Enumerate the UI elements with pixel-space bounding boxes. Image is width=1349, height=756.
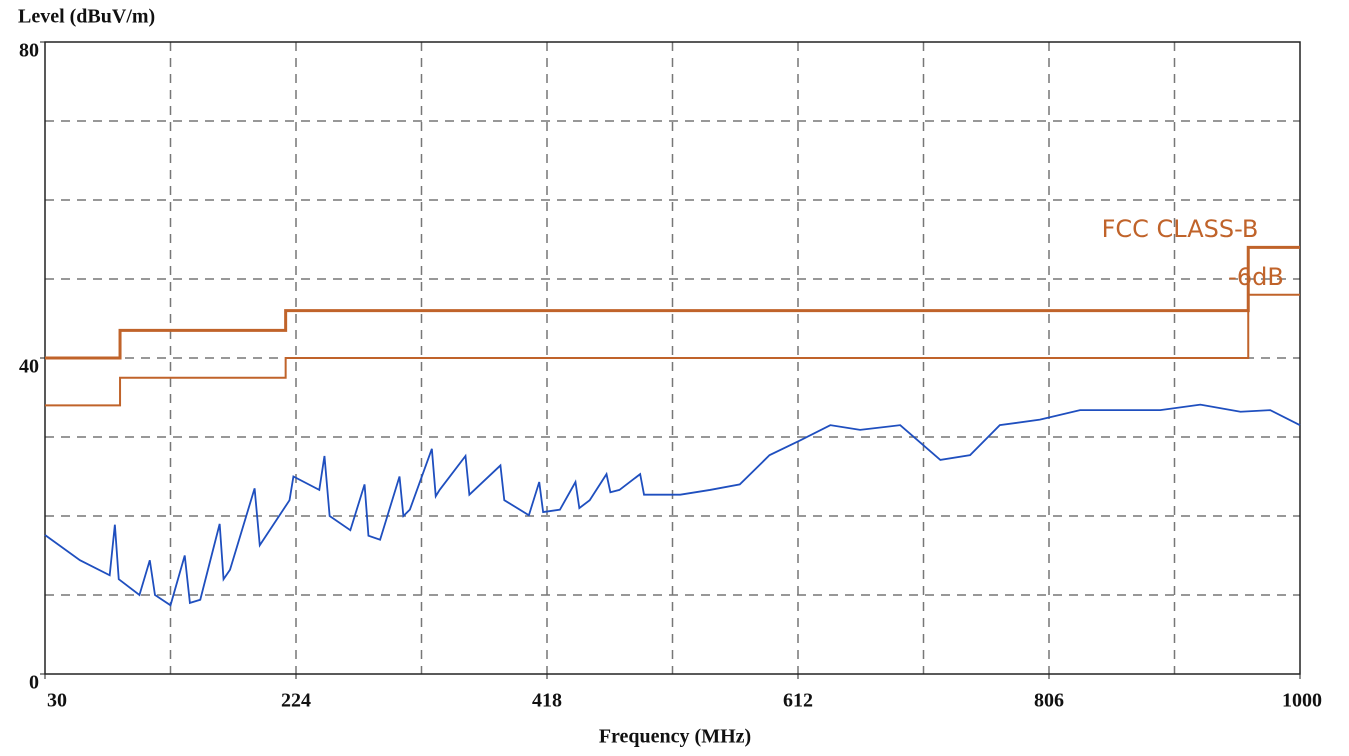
series-line [45, 245, 1300, 360]
x-tick-label: 612 [783, 690, 813, 712]
series-line [44, 403, 1301, 607]
y-tick-label: 80 [19, 40, 39, 62]
x-tick-label: 806 [1034, 690, 1064, 712]
limit-label: -6dB [1228, 263, 1284, 291]
series-line [45, 293, 1300, 407]
x-tick-label: 418 [532, 690, 562, 712]
x-tick-label: 224 [281, 690, 311, 712]
y-axis-label: Level (dBuV/m) [18, 6, 155, 28]
y-tick-label: 40 [19, 356, 39, 378]
y-tick-label: 0 [29, 672, 39, 694]
x-tick-label: 1000 [1282, 690, 1322, 712]
limit-label: FCC CLASS-B [1102, 215, 1259, 243]
x-tick-label: 30 [47, 690, 67, 712]
x-axis-label: Frequency (MHz) [599, 726, 751, 748]
